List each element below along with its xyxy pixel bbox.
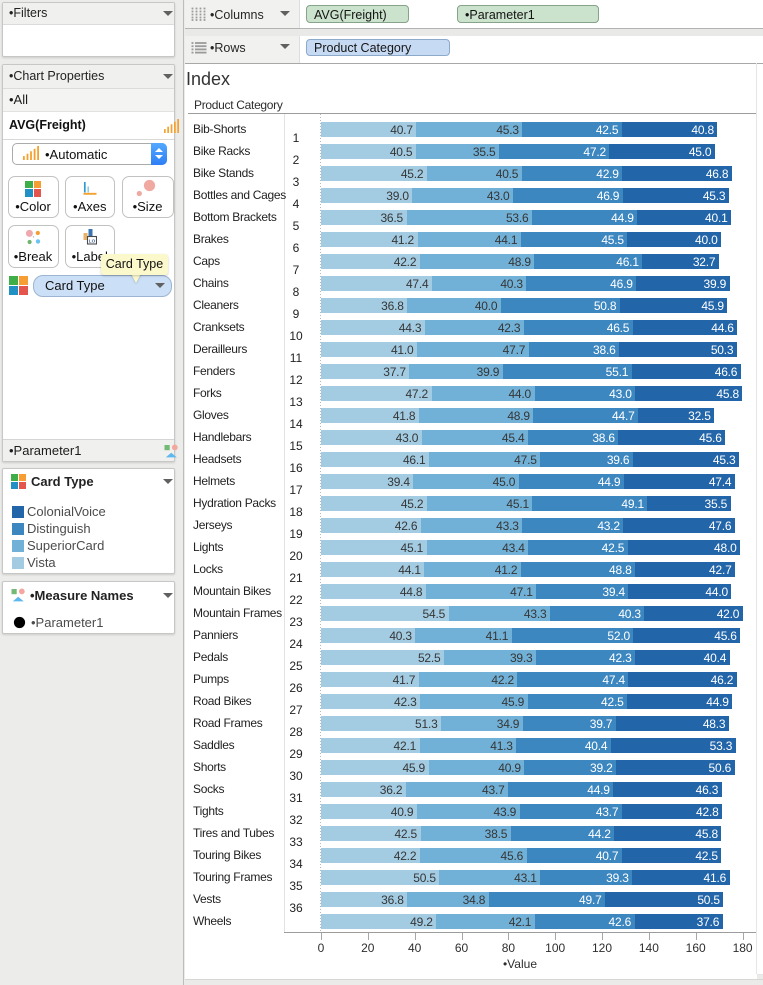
svg-text:LO: LO xyxy=(89,239,96,244)
